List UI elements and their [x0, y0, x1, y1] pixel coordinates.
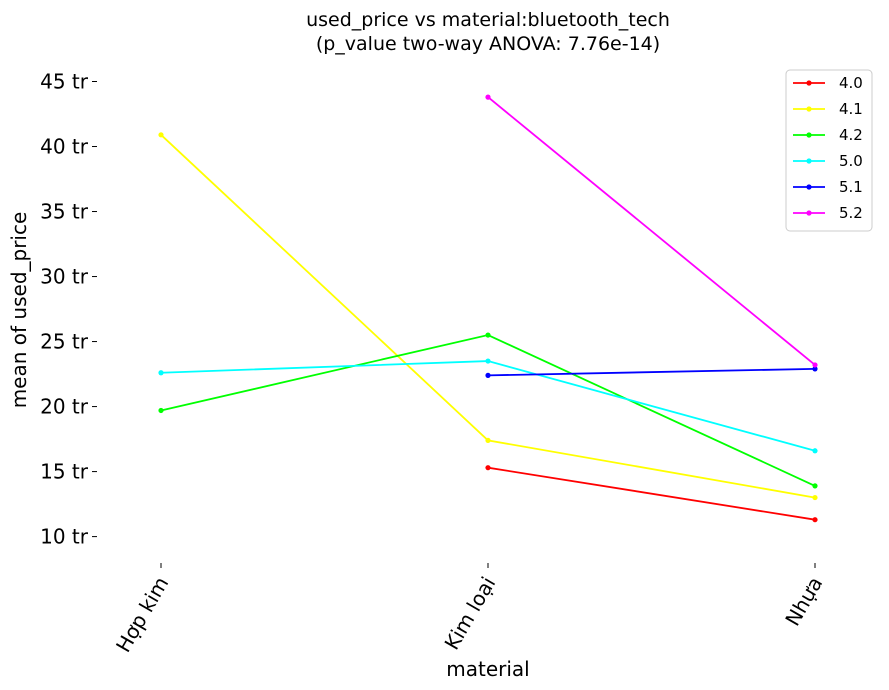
series-5.1: [485, 366, 818, 378]
y-tick-label: 25 tr: [40, 330, 89, 354]
series-layer: [158, 94, 818, 523]
x-tick-label: Hợp kim: [111, 573, 173, 657]
y-tick-label: 10 tr: [40, 525, 89, 549]
y-tick-label: 40 tr: [40, 135, 89, 159]
series-line: [487, 367, 816, 377]
x-tick-label: Nhựa: [780, 573, 827, 631]
legend-label: 5.2: [839, 204, 863, 222]
legend-item: 4.1: [793, 100, 863, 118]
series-line: [160, 334, 816, 487]
data-point: [485, 465, 491, 471]
data-point: [812, 366, 818, 372]
data-point: [485, 332, 491, 338]
series-4.2: [158, 332, 818, 489]
legend-label: 4.2: [839, 126, 863, 144]
data-point: [812, 517, 818, 523]
y-tick-label: 20 tr: [40, 395, 89, 419]
x-axis-label: material: [446, 657, 529, 681]
series-4.0: [485, 465, 818, 523]
data-point: [158, 407, 164, 414]
data-point: [812, 494, 818, 501]
legend: 4.0 4.1 4.2 5.0 5.1 5.2: [785, 69, 873, 232]
legend-label: 5.0: [839, 152, 863, 170]
legend-swatch-marker: [806, 184, 812, 190]
x-tick-label: Kim loại: [439, 573, 500, 654]
series-5.2: [485, 94, 818, 368]
y-tick-label: 15 tr: [40, 460, 89, 484]
legend-swatch-marker: [806, 132, 812, 138]
series-line: [487, 466, 816, 521]
data-point: [485, 358, 491, 364]
chart-title: used_price vs material:bluetooth_tech: [306, 9, 670, 31]
data-point: [812, 483, 818, 489]
legend-swatch-marker: [806, 210, 812, 216]
data-point: [812, 362, 818, 368]
legend-item: 5.0: [793, 152, 863, 170]
legend-item: 5.2: [793, 204, 863, 222]
legend-swatch-marker: [806, 106, 812, 112]
legend-item: 4.0: [793, 74, 863, 92]
chart-subtitle: (p_value two-way ANOVA: 7.76e-14): [316, 33, 660, 55]
y-tick-label: 30 tr: [40, 265, 89, 289]
data-point: [485, 437, 491, 443]
data-point: [158, 370, 164, 376]
legend-label: 4.1: [839, 100, 863, 118]
legend-swatch-marker: [806, 80, 812, 86]
data-point: [812, 448, 818, 454]
y-tick-label: 45 tr: [40, 70, 89, 94]
series-line: [487, 96, 816, 366]
legend-item: 4.2: [793, 126, 863, 144]
series-5.0: [158, 358, 818, 454]
series-line: [160, 134, 816, 499]
data-point: [485, 372, 491, 378]
x-axis: Hợp kim Kim loại Nhựa: [111, 563, 827, 656]
y-tick-label: 35 tr: [40, 200, 89, 224]
data-point: [158, 132, 164, 138]
y-axis: 10 tr 15 tr 20 tr 25 tr 30 tr 35 tr 40 tr 45 tr: [40, 70, 97, 549]
legend-label: 4.0: [839, 74, 863, 92]
data-point: [485, 94, 491, 100]
legend-item: 5.1: [793, 178, 863, 196]
y-axis-label: mean of used_price: [7, 212, 31, 409]
series-4.1: [158, 132, 818, 501]
legend-label: 5.1: [839, 178, 863, 196]
legend-swatch-marker: [806, 158, 812, 164]
